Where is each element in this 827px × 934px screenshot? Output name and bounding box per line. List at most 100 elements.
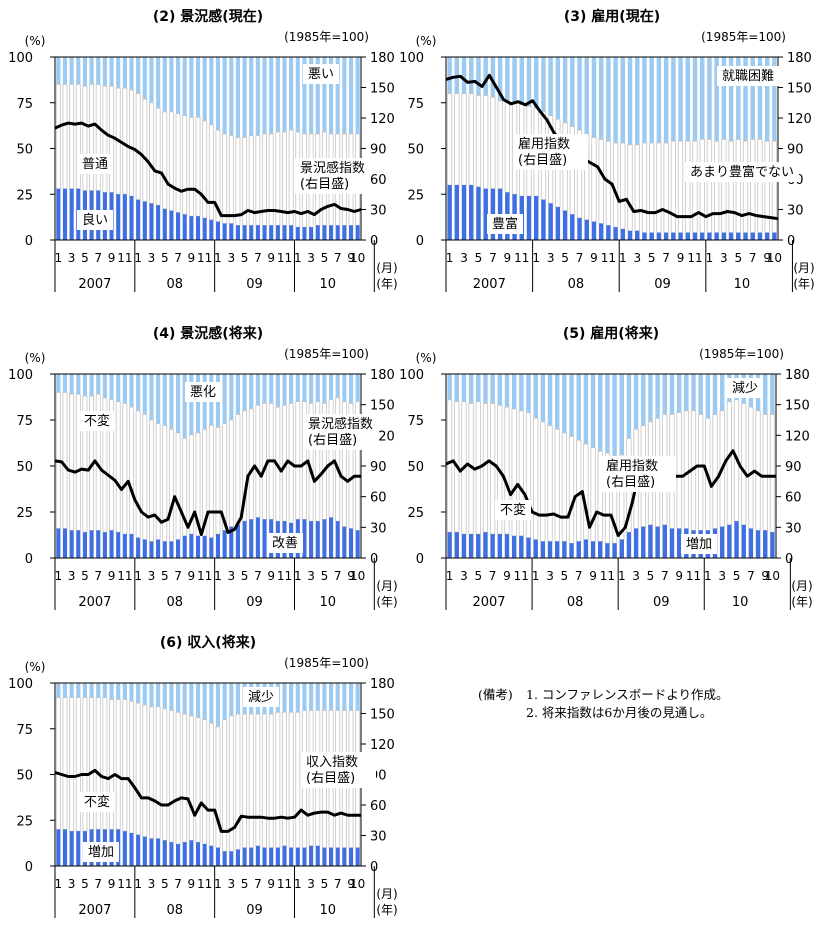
bar-bad: [540, 374, 546, 422]
bar-bad: [691, 374, 696, 411]
month-tick-label: 9: [761, 569, 769, 583]
bar-good: [483, 188, 488, 240]
month-tick-label: 7: [489, 251, 497, 265]
bar-neutral: [533, 417, 539, 541]
bar-bad: [348, 374, 354, 404]
bar-neutral: [62, 391, 68, 529]
bar-bad: [584, 57, 589, 134]
bar-neutral: [235, 137, 241, 226]
bar-neutral: [148, 706, 154, 839]
bar-bad: [342, 374, 347, 402]
bar-good: [295, 847, 300, 866]
bar-neutral: [62, 697, 68, 830]
bar-neutral: [262, 713, 268, 849]
left-tick-label: 100: [8, 677, 33, 692]
left-tick-label: 50: [407, 143, 424, 158]
legend-label-bg: [243, 687, 279, 707]
bar-neutral: [598, 138, 604, 224]
bar-neutral: [162, 111, 168, 210]
bar-good: [302, 847, 307, 866]
bar-bad: [627, 57, 633, 145]
month-tick-label: 3: [148, 251, 156, 265]
bar-good: [736, 232, 741, 240]
bar-good: [569, 543, 574, 558]
bar-bad: [189, 374, 194, 435]
bar-neutral: [268, 713, 274, 849]
bar-neutral: [208, 124, 214, 221]
bar-good: [149, 203, 154, 240]
bar-bad: [182, 683, 187, 715]
bar-bad: [195, 57, 201, 118]
bar-bad: [195, 374, 201, 433]
bar-neutral: [726, 401, 732, 526]
bar-bad: [116, 683, 121, 700]
bar-neutral: [728, 140, 734, 234]
month-tick-label: 7: [94, 569, 102, 583]
bar-bad: [295, 683, 300, 713]
bar-bad: [633, 374, 639, 430]
legend-label: (右目盛): [606, 475, 655, 490]
left-tick-label: 100: [8, 51, 33, 66]
month-tick-label: 3: [227, 877, 235, 891]
bar-good: [295, 227, 300, 240]
bar-neutral: [142, 98, 148, 202]
bar-good: [469, 185, 474, 240]
bar-bad: [512, 57, 517, 103]
index-line: [54, 121, 362, 218]
legend-label: 悪化: [190, 385, 216, 400]
bar-good: [526, 196, 532, 240]
right-tick-label: 30: [370, 521, 387, 536]
right-axis-unit: (1985年=100): [284, 30, 369, 44]
bar-neutral: [641, 142, 648, 234]
month-tick-label: 5: [561, 569, 569, 583]
bar-bad: [122, 374, 127, 404]
bar-good: [249, 519, 254, 558]
chart-panel-3: (3) 雇用(現在)(%)(1985年=100)0255075100030609…: [399, 8, 815, 292]
bar-neutral: [255, 713, 261, 847]
legend-label-bg: [513, 134, 588, 170]
bar-bad: [504, 374, 510, 408]
bar-good: [309, 227, 314, 240]
bar-bad: [142, 374, 147, 415]
bar-bad: [461, 57, 467, 94]
year-label: 09: [246, 595, 263, 610]
month-tick-label: 5: [321, 877, 329, 891]
bar-good: [755, 530, 761, 558]
bar-good: [598, 223, 604, 240]
bar-good: [309, 521, 314, 558]
month-tick-label: 3: [68, 251, 76, 265]
bar-good: [89, 530, 94, 558]
month-tick-label: 1: [619, 251, 627, 265]
bar-good: [750, 232, 755, 240]
bar-bad: [255, 57, 260, 136]
bar-bad: [209, 57, 214, 125]
bar-bad: [62, 683, 68, 698]
bar-bad: [569, 374, 574, 437]
legend-label-bg: [601, 456, 676, 492]
bar-bad: [335, 683, 340, 711]
bar-bad: [612, 374, 617, 457]
bar-good: [262, 225, 267, 240]
bar-bad: [772, 57, 777, 142]
right-tick-label: 180: [787, 51, 812, 66]
bar-bad: [149, 57, 154, 103]
year-label: 08: [567, 595, 584, 610]
bar-good: [136, 537, 141, 558]
bar-good: [136, 834, 141, 866]
bar-bad: [505, 57, 510, 101]
bar-bad: [182, 374, 187, 439]
bar-bad: [116, 374, 121, 402]
bar-good: [142, 201, 147, 240]
year-unit: (年): [376, 903, 397, 917]
bar-good: [209, 845, 214, 866]
bar-bad: [662, 374, 668, 415]
bar-neutral: [215, 426, 221, 535]
notes-prefix: (備考): [478, 687, 513, 702]
legend-label: 雇用指数: [606, 458, 658, 474]
bar-good: [249, 225, 254, 240]
bar-good: [56, 829, 61, 866]
bar-good: [235, 849, 240, 866]
bar-good: [182, 535, 187, 558]
bar-good: [102, 532, 107, 558]
bar-bad: [302, 374, 307, 402]
